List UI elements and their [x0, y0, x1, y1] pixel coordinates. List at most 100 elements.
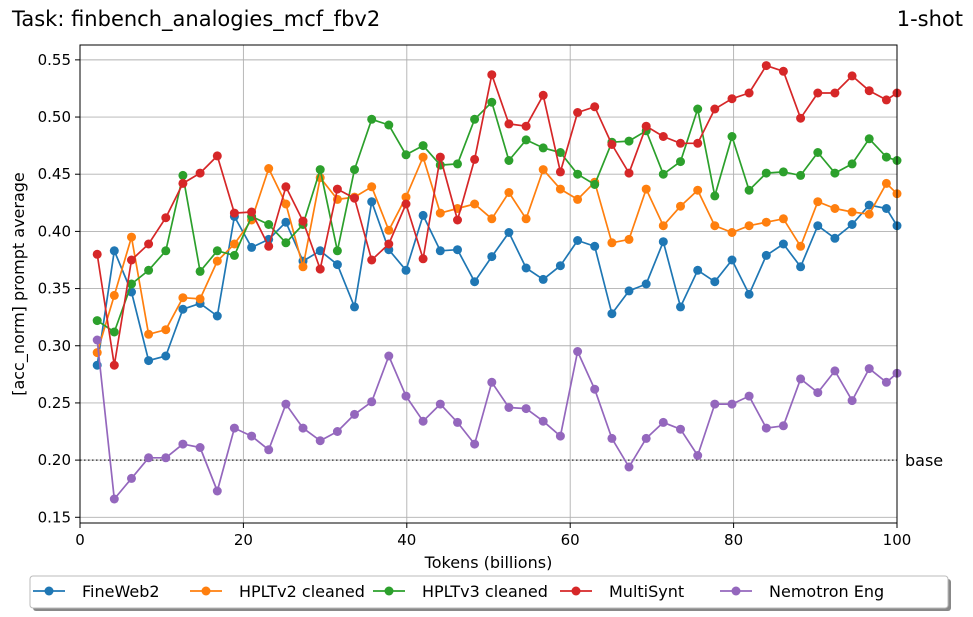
data-point-nemotron-eng	[470, 439, 480, 449]
data-point-hpltv2-cleaned	[693, 185, 703, 195]
data-point-multisynt	[229, 208, 239, 218]
data-point-hpltv2-cleaned	[418, 152, 428, 162]
data-point-nemotron-eng	[92, 335, 102, 345]
legend-swatch-marker	[571, 586, 581, 596]
data-point-nemotron-eng	[435, 399, 445, 409]
data-point-hpltv3-cleaned	[830, 168, 840, 178]
data-point-multisynt	[573, 108, 583, 117]
data-point-fineweb2	[727, 255, 737, 265]
data-point-nemotron-eng	[367, 397, 377, 407]
data-point-hpltv3-cleaned	[109, 327, 119, 337]
data-point-nemotron-eng	[178, 439, 188, 449]
data-point-hpltv2-cleaned	[487, 214, 497, 224]
data-point-hpltv3-cleaned	[332, 246, 342, 256]
data-point-fineweb2	[641, 279, 651, 289]
data-point-nemotron-eng	[144, 453, 154, 463]
data-point-hpltv3-cleaned	[350, 165, 359, 175]
data-point-multisynt	[315, 264, 325, 274]
data-point-nemotron-eng	[487, 377, 497, 387]
data-point-hpltv2-cleaned	[401, 192, 411, 202]
data-point-hpltv3-cleaned	[229, 250, 239, 260]
data-point-fineweb2	[881, 204, 891, 213]
data-point-nemotron-eng	[401, 391, 411, 401]
data-point-fineweb2	[710, 277, 720, 287]
data-point-multisynt	[281, 182, 291, 192]
data-point-hpltv3-cleaned	[315, 165, 325, 175]
data-point-multisynt	[727, 94, 737, 104]
data-point-hpltv3-cleaned	[161, 246, 171, 256]
data-point-fineweb2	[435, 246, 445, 256]
data-point-multisynt	[264, 241, 274, 251]
data-point-hpltv2-cleaned	[384, 225, 394, 235]
data-point-hpltv3-cleaned	[504, 156, 514, 165]
data-point-nemotron-eng	[813, 388, 823, 398]
data-point-fineweb2	[350, 302, 359, 312]
data-point-hpltv2-cleaned	[229, 239, 239, 249]
data-point-fineweb2	[161, 351, 171, 361]
data-point-multisynt	[521, 121, 531, 131]
data-point-fineweb2	[538, 274, 548, 284]
data-point-nemotron-eng	[109, 494, 119, 504]
data-point-hpltv3-cleaned	[796, 170, 806, 180]
data-point-hpltv3-cleaned	[813, 148, 823, 157]
data-point-multisynt	[504, 119, 514, 129]
data-point-hpltv2-cleaned	[864, 209, 874, 219]
series-hpltv3-cleaned	[92, 97, 902, 337]
y-tick-label: 0.40	[38, 222, 71, 240]
plot-frame	[79, 44, 898, 524]
legend-label: FineWeb2	[82, 582, 160, 601]
legend-items: FineWeb2 HPLTv2 cleaned HPLTv3 cleaned Mult…	[33, 582, 884, 601]
data-point-nemotron-eng	[229, 423, 239, 433]
data-point-hpltv2-cleaned	[624, 234, 634, 244]
data-point-hpltv3-cleaned	[92, 316, 102, 326]
data-point-hpltv3-cleaned	[624, 136, 634, 146]
data-point-hpltv3-cleaned	[367, 114, 377, 124]
data-point-hpltv2-cleaned	[281, 199, 291, 209]
series-line-nemotron-eng	[96, 339, 898, 500]
chart-title: Task: finbench_analogies_mcf_fbv2	[11, 7, 380, 32]
data-point-hpltv2-cleaned	[178, 293, 188, 303]
x-axis-label: Tokens (billions)	[424, 553, 553, 572]
data-point-nemotron-eng	[710, 399, 720, 409]
x-tick-label: 0	[75, 531, 85, 549]
y-tick-label: 0.45	[38, 165, 71, 183]
data-point-hpltv2-cleaned	[727, 228, 737, 237]
legend-swatch-marker	[201, 586, 211, 596]
data-point-hpltv3-cleaned	[847, 159, 857, 169]
data-point-nemotron-eng	[384, 351, 394, 361]
data-point-fineweb2	[470, 277, 480, 287]
legend-label: Nemotron Eng	[769, 582, 884, 601]
data-point-nemotron-eng	[332, 427, 342, 436]
data-point-hpltv3-cleaned	[401, 150, 411, 160]
data-point-hpltv3-cleaned	[744, 185, 754, 195]
data-point-multisynt	[641, 121, 651, 131]
data-point-multisynt	[109, 360, 119, 370]
data-point-hpltv2-cleaned	[212, 256, 222, 266]
data-point-nemotron-eng	[796, 374, 806, 384]
data-point-hpltv3-cleaned	[281, 238, 291, 248]
data-point-fineweb2	[144, 356, 154, 366]
data-point-multisynt	[658, 132, 668, 141]
data-point-fineweb2	[778, 239, 788, 249]
y-tick-label: 0.25	[38, 394, 71, 412]
data-point-fineweb2	[247, 242, 257, 252]
data-point-fineweb2	[864, 200, 874, 210]
y-axis-label: [acc_norm] prompt average	[9, 172, 29, 396]
data-point-nemotron-eng	[693, 451, 703, 460]
data-point-nemotron-eng	[864, 364, 874, 374]
data-point-hpltv2-cleaned	[830, 204, 840, 213]
data-point-multisynt	[367, 255, 377, 265]
baseline-label: base	[905, 451, 943, 470]
data-point-nemotron-eng	[538, 416, 548, 426]
data-point-nemotron-eng	[521, 404, 531, 414]
data-point-hpltv2-cleaned	[761, 217, 771, 227]
data-point-nemotron-eng	[573, 347, 583, 356]
data-point-nemotron-eng	[778, 421, 788, 431]
data-point-hpltv3-cleaned	[555, 148, 565, 157]
data-point-nemotron-eng	[504, 403, 514, 412]
data-point-hpltv3-cleaned	[693, 104, 703, 114]
x-tick-label: 20	[234, 531, 253, 549]
series-multisynt	[92, 61, 902, 370]
data-point-nemotron-eng	[761, 423, 771, 433]
